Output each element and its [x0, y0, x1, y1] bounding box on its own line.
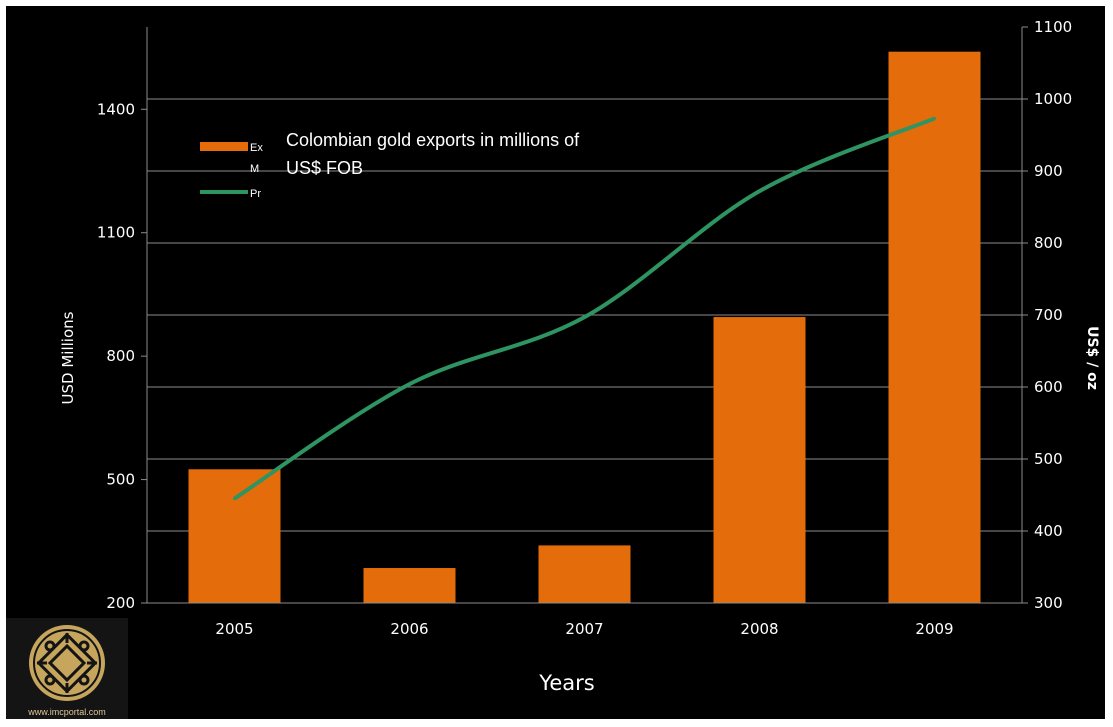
y2-tick-label-400: 400	[1034, 522, 1063, 540]
x-tick-label-2006: 2006	[390, 620, 428, 638]
y-tick-label-200: 200	[106, 594, 135, 612]
x-tick-label-2005: 2005	[215, 620, 253, 638]
line-series	[233, 116, 936, 501]
y2-tick-label-700: 700	[1034, 306, 1063, 324]
y2-tick-label-900: 900	[1034, 162, 1063, 180]
y-tick-label-1400: 1400	[97, 100, 135, 118]
x-axis-title: Years	[538, 671, 594, 695]
x-tick-label-2007: 2007	[565, 620, 603, 638]
y2-tick-label-500: 500	[1034, 450, 1063, 468]
price-point-2005	[233, 497, 236, 501]
y2-tick-label-1000: 1000	[1034, 90, 1072, 108]
imc-emblem-icon	[29, 625, 105, 701]
bar-2005	[188, 469, 281, 603]
x-tick-label-2009: 2009	[915, 620, 953, 638]
y-tick-label-800: 800	[106, 347, 135, 365]
y-tick-label-500: 500	[106, 471, 135, 489]
price-point-2008	[758, 189, 761, 193]
bar-series	[188, 51, 981, 603]
y-tick-label-1100: 1100	[97, 224, 135, 242]
price-point-2007	[583, 315, 586, 319]
legend-swatch-line	[200, 190, 248, 194]
left-tick-labels: 200 500 800 1100 1400	[97, 100, 135, 612]
chart: 200 500 800 1100 1400 300 400 500 600 700 800 900 1…	[59, 18, 1100, 695]
legend-swatch-bar	[200, 142, 248, 151]
x-tick-labels: 2005 2006 2007 2008 2009	[215, 620, 953, 638]
legend-label-bar-line1: Ex	[250, 142, 263, 154]
price-point-2006	[408, 382, 411, 386]
chart-title-line1: Colombian gold exports in millions of	[286, 130, 580, 150]
axes	[141, 26, 1028, 604]
y2-axis-title: US$ / oz	[1084, 326, 1100, 390]
y2-tick-label-800: 800	[1034, 234, 1063, 252]
x-tick-label-2008: 2008	[740, 620, 778, 638]
y2-tick-label-300: 300	[1034, 594, 1063, 612]
bar-2009	[888, 51, 981, 603]
right-tick-labels: 300 400 500 600 700 800 900 1000 1100	[1034, 18, 1072, 612]
legend-label-bar-line2: M	[250, 163, 259, 175]
legend: Ex M Pr	[200, 142, 263, 200]
y-axis-title: USD Millions	[59, 311, 77, 404]
bar-2007	[538, 545, 631, 603]
y2-tick-label-1100: 1100	[1034, 18, 1072, 36]
y2-tick-label-600: 600	[1034, 378, 1063, 396]
logo-url-text: www.imcportal.com	[28, 707, 106, 717]
chart-panel: 200 500 800 1100 1400 300 400 500 600 700 800 900 1…	[6, 6, 1105, 719]
bar-2008	[713, 317, 806, 603]
bar-2006	[363, 568, 456, 603]
chart-title-line2: US$ FOB	[286, 158, 363, 178]
logo: www.imcportal.com	[6, 618, 128, 719]
legend-label-line: Pr	[250, 188, 261, 200]
price-point-2009	[933, 116, 936, 120]
